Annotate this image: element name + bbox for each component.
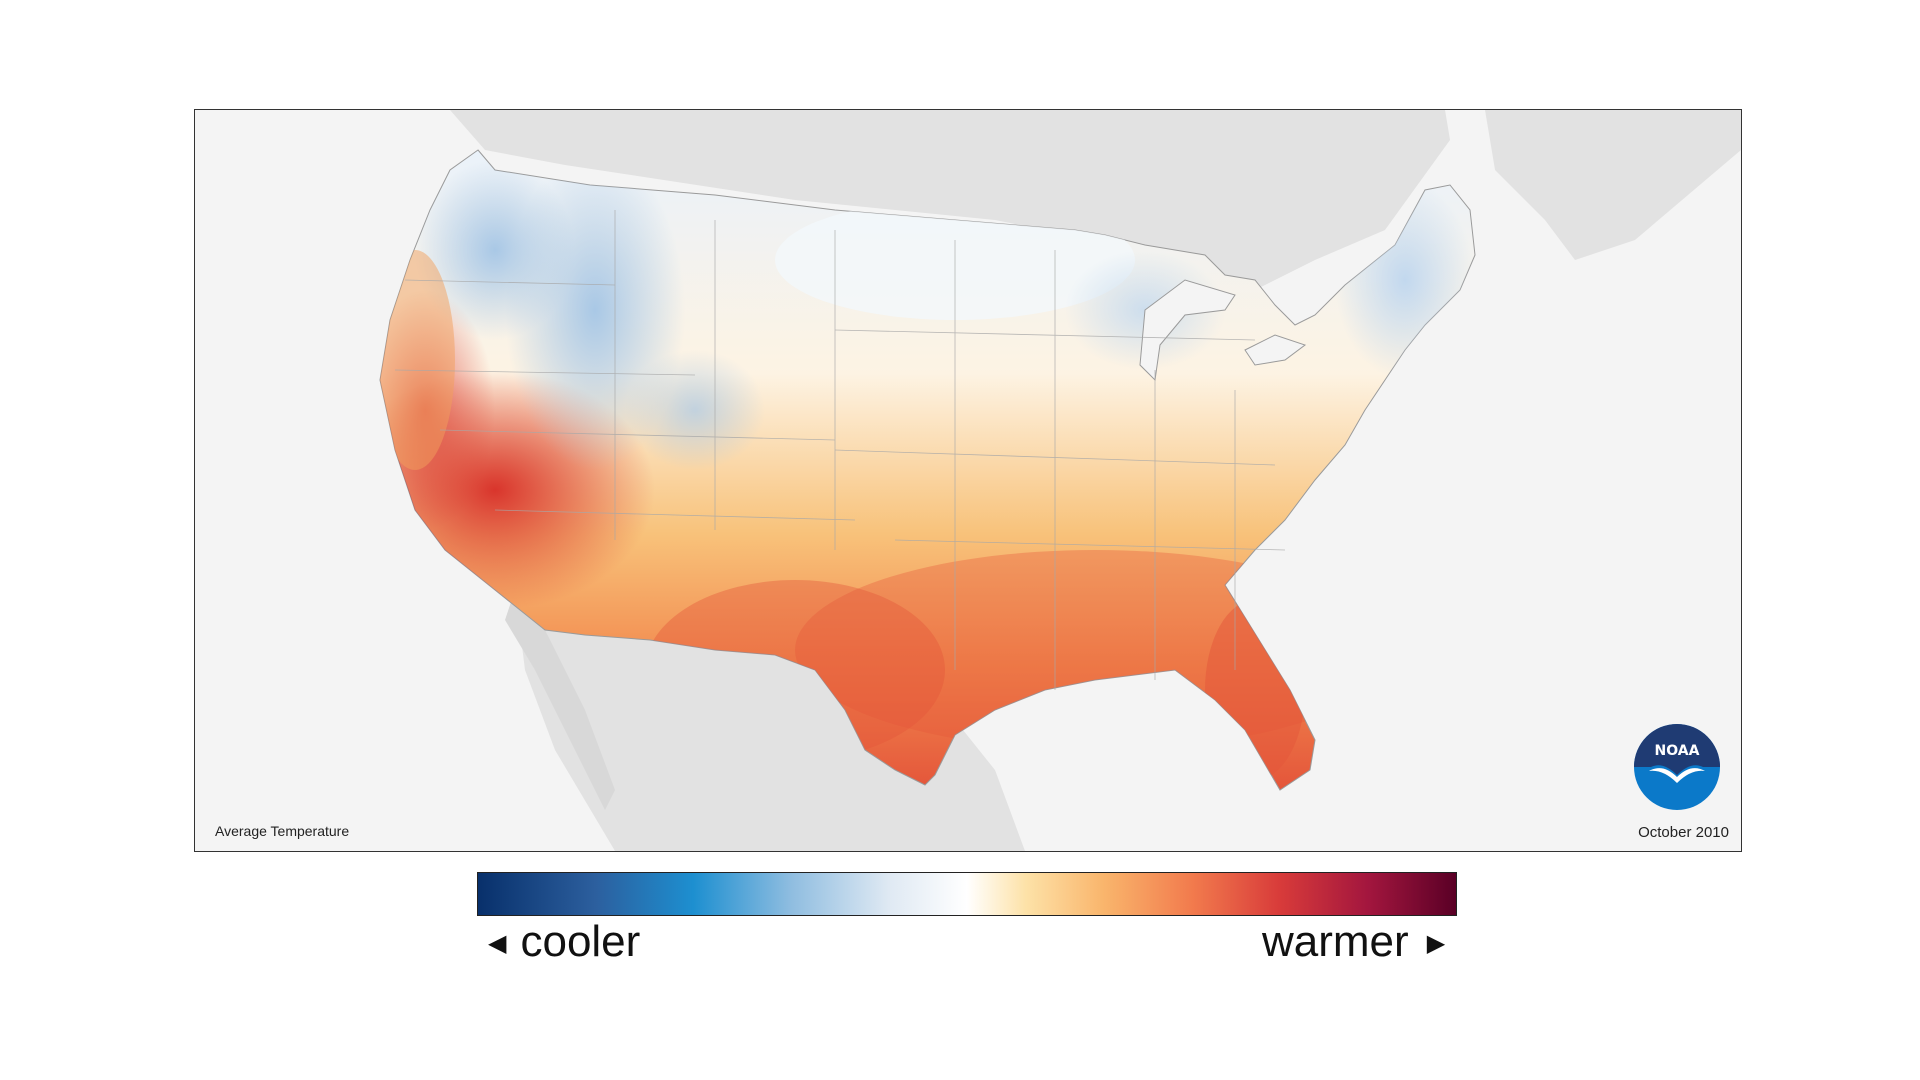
map-date: October 2010 <box>1638 824 1729 841</box>
temperature-map: Average Temperature October 2010 NOAA <box>194 109 1742 852</box>
noaa-logo-text: NOAA <box>1655 743 1700 759</box>
great-lakes <box>1139 279 1236 382</box>
legend-warmer: warmer ▶ <box>1262 915 1445 971</box>
left-triangle-icon: ◀ <box>488 930 507 958</box>
state-boundaries <box>394 210 1286 690</box>
baja-landmass <box>505 590 615 810</box>
temperature-legend-scale <box>477 872 1457 916</box>
mexico-landmass <box>515 590 1025 851</box>
noaa-logo: NOAA <box>1634 724 1720 810</box>
legend-warmer-label: warmer <box>1262 917 1409 966</box>
legend-cooler-label: cooler <box>520 917 641 966</box>
map-caption: Average Temperature <box>215 823 350 839</box>
legend-cooler: ◀ cooler <box>488 915 640 971</box>
canada-landmass <box>450 110 1450 300</box>
us-temperature-map-graphic <box>379 110 1741 851</box>
right-triangle-icon: ▶ <box>1426 930 1446 958</box>
eastern-canada-landmass <box>1485 110 1741 260</box>
